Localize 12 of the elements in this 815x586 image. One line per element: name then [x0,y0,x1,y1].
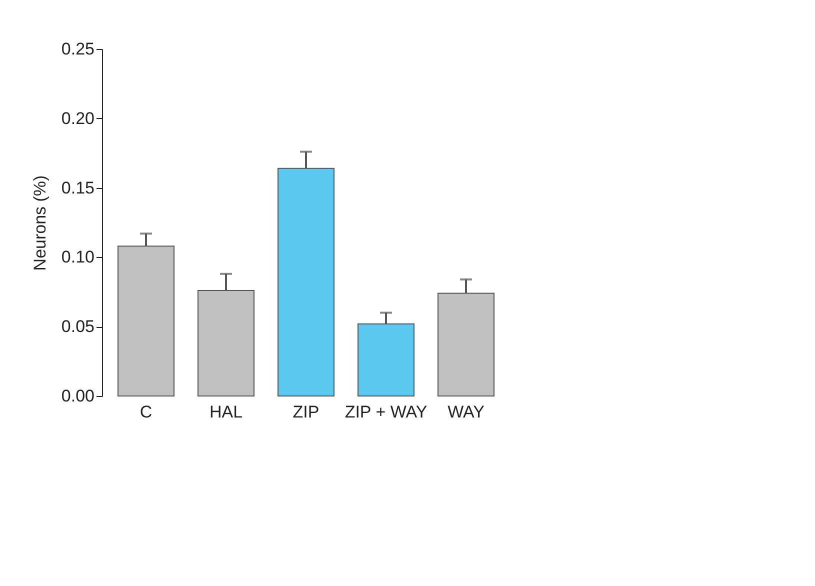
y-tick-label: 0.05 [61,317,94,336]
y-tick-label: 0.25 [61,40,94,58]
x-tick-label: ZIP + WAY [344,402,428,422]
y-axis-title: Neurons (%) [30,175,50,271]
x-tick-label: C [140,402,152,422]
y-tick-label: 0.00 [61,386,94,406]
y-tick-label: 0.20 [61,108,94,128]
y-tick-label: 0.15 [61,178,94,198]
y-tick-label: 0.10 [61,248,94,267]
x-tick-label: ZIP [292,402,320,422]
x-tick-label: WAY [448,402,484,422]
x-tick-label: HAL [209,402,243,422]
